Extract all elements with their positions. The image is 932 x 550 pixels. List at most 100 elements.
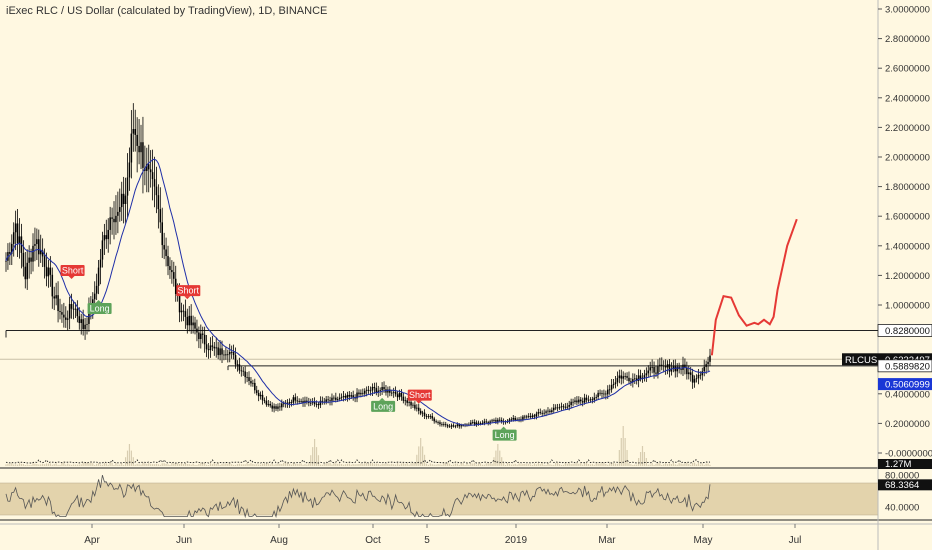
price-axis[interactable]: 3.0000000 2.8000000 2.6000000 2.4000000 2.20… [878, 5, 932, 514]
volume-bar [665, 463, 667, 466]
volume-bar [192, 463, 194, 466]
candle-body [155, 186, 158, 196]
candle-body [122, 193, 125, 204]
candle-body [230, 351, 233, 353]
volume-bar [377, 463, 379, 466]
volume-bar [688, 463, 690, 466]
candle-body [695, 378, 698, 380]
candle-body [699, 374, 702, 376]
candle-body [549, 410, 551, 412]
volume-bar [537, 463, 539, 466]
candle-body [255, 390, 258, 393]
volume-bar [117, 464, 119, 466]
volume-bar [124, 457, 127, 466]
volume-bar [259, 464, 262, 466]
candle-body [703, 366, 705, 372]
candle-body [34, 244, 36, 246]
candle-body [149, 169, 152, 173]
candle-body [203, 334, 206, 345]
candle-body [188, 315, 191, 326]
volume-bar [126, 450, 129, 466]
volume-bar [535, 464, 538, 466]
candle-body [500, 420, 503, 422]
volume-bar [580, 462, 582, 466]
volume-bar [591, 463, 593, 466]
candle-body [360, 392, 362, 395]
volume-bar [663, 464, 665, 466]
volume-bar [456, 463, 458, 466]
signal-pointer [415, 400, 422, 404]
volume-bar [107, 464, 109, 466]
candle-body [70, 304, 73, 309]
volume-bar [229, 462, 231, 466]
volume-bar [412, 463, 414, 466]
volume-bar [49, 463, 51, 466]
volume-bar [452, 464, 455, 466]
volume-bar [585, 462, 588, 466]
volume-bar [196, 464, 198, 466]
volume-bar [74, 464, 77, 466]
candle-body [373, 386, 376, 389]
volume-bar [151, 464, 154, 466]
volume-bar [661, 464, 663, 466]
volume-bar [605, 463, 607, 466]
candle-body [350, 395, 353, 397]
volume-bar [508, 463, 511, 466]
volume-bar [443, 462, 445, 466]
volume-pane [5, 426, 711, 466]
candle-body [22, 252, 25, 267]
candle-body [113, 218, 115, 223]
volume-bar [607, 464, 609, 466]
candle-body [367, 389, 370, 391]
time-axis[interactable]: Apr Jun Aug Oct 5 2019 Mar May Jul [84, 524, 801, 546]
volume-bar [173, 463, 175, 466]
volume-bar [418, 446, 420, 466]
candle-body [381, 387, 383, 391]
volume-bar [647, 464, 649, 466]
candle-body [514, 417, 516, 421]
volume-bar [551, 464, 553, 466]
candle-body [362, 392, 364, 394]
volume-bar [109, 462, 111, 466]
volume-bar [65, 464, 67, 466]
volume-bar [202, 462, 204, 466]
candle-body [693, 379, 696, 383]
volume-bar [317, 455, 320, 466]
volume-bar [13, 464, 15, 466]
volume-bar [391, 463, 393, 466]
candle-body [601, 393, 603, 394]
volume-bar [221, 463, 223, 466]
volume-bar [499, 450, 501, 466]
candle-body [570, 401, 572, 406]
candle-body [36, 239, 38, 245]
volume-bar [217, 462, 219, 466]
candle-body [427, 416, 430, 418]
volume-bar [157, 464, 159, 466]
volume-bar [466, 463, 468, 466]
volume-bar [234, 464, 237, 466]
volume-bar [5, 464, 7, 466]
volume-bar [161, 463, 163, 466]
volume-bar [130, 450, 132, 466]
volume-bar [501, 457, 503, 466]
y-tick-label: 2.6000000 [885, 64, 930, 75]
volume-bar [638, 458, 640, 466]
volume-bar [458, 464, 460, 466]
candle-body [425, 416, 428, 417]
volume-bar [666, 464, 669, 466]
candle-body [408, 401, 410, 403]
candle-body [599, 392, 601, 394]
volume-bar [242, 464, 244, 466]
candle-body [213, 346, 216, 349]
candle-body [614, 382, 617, 385]
volume-bar [630, 464, 632, 466]
volume-bar [204, 462, 206, 466]
volume-bar [645, 458, 647, 466]
candle-body [632, 379, 634, 383]
volume-bar [578, 463, 580, 466]
candle-body [16, 223, 19, 244]
volume-bar [609, 463, 611, 466]
candle-body [178, 290, 181, 313]
candle-body [587, 399, 590, 401]
